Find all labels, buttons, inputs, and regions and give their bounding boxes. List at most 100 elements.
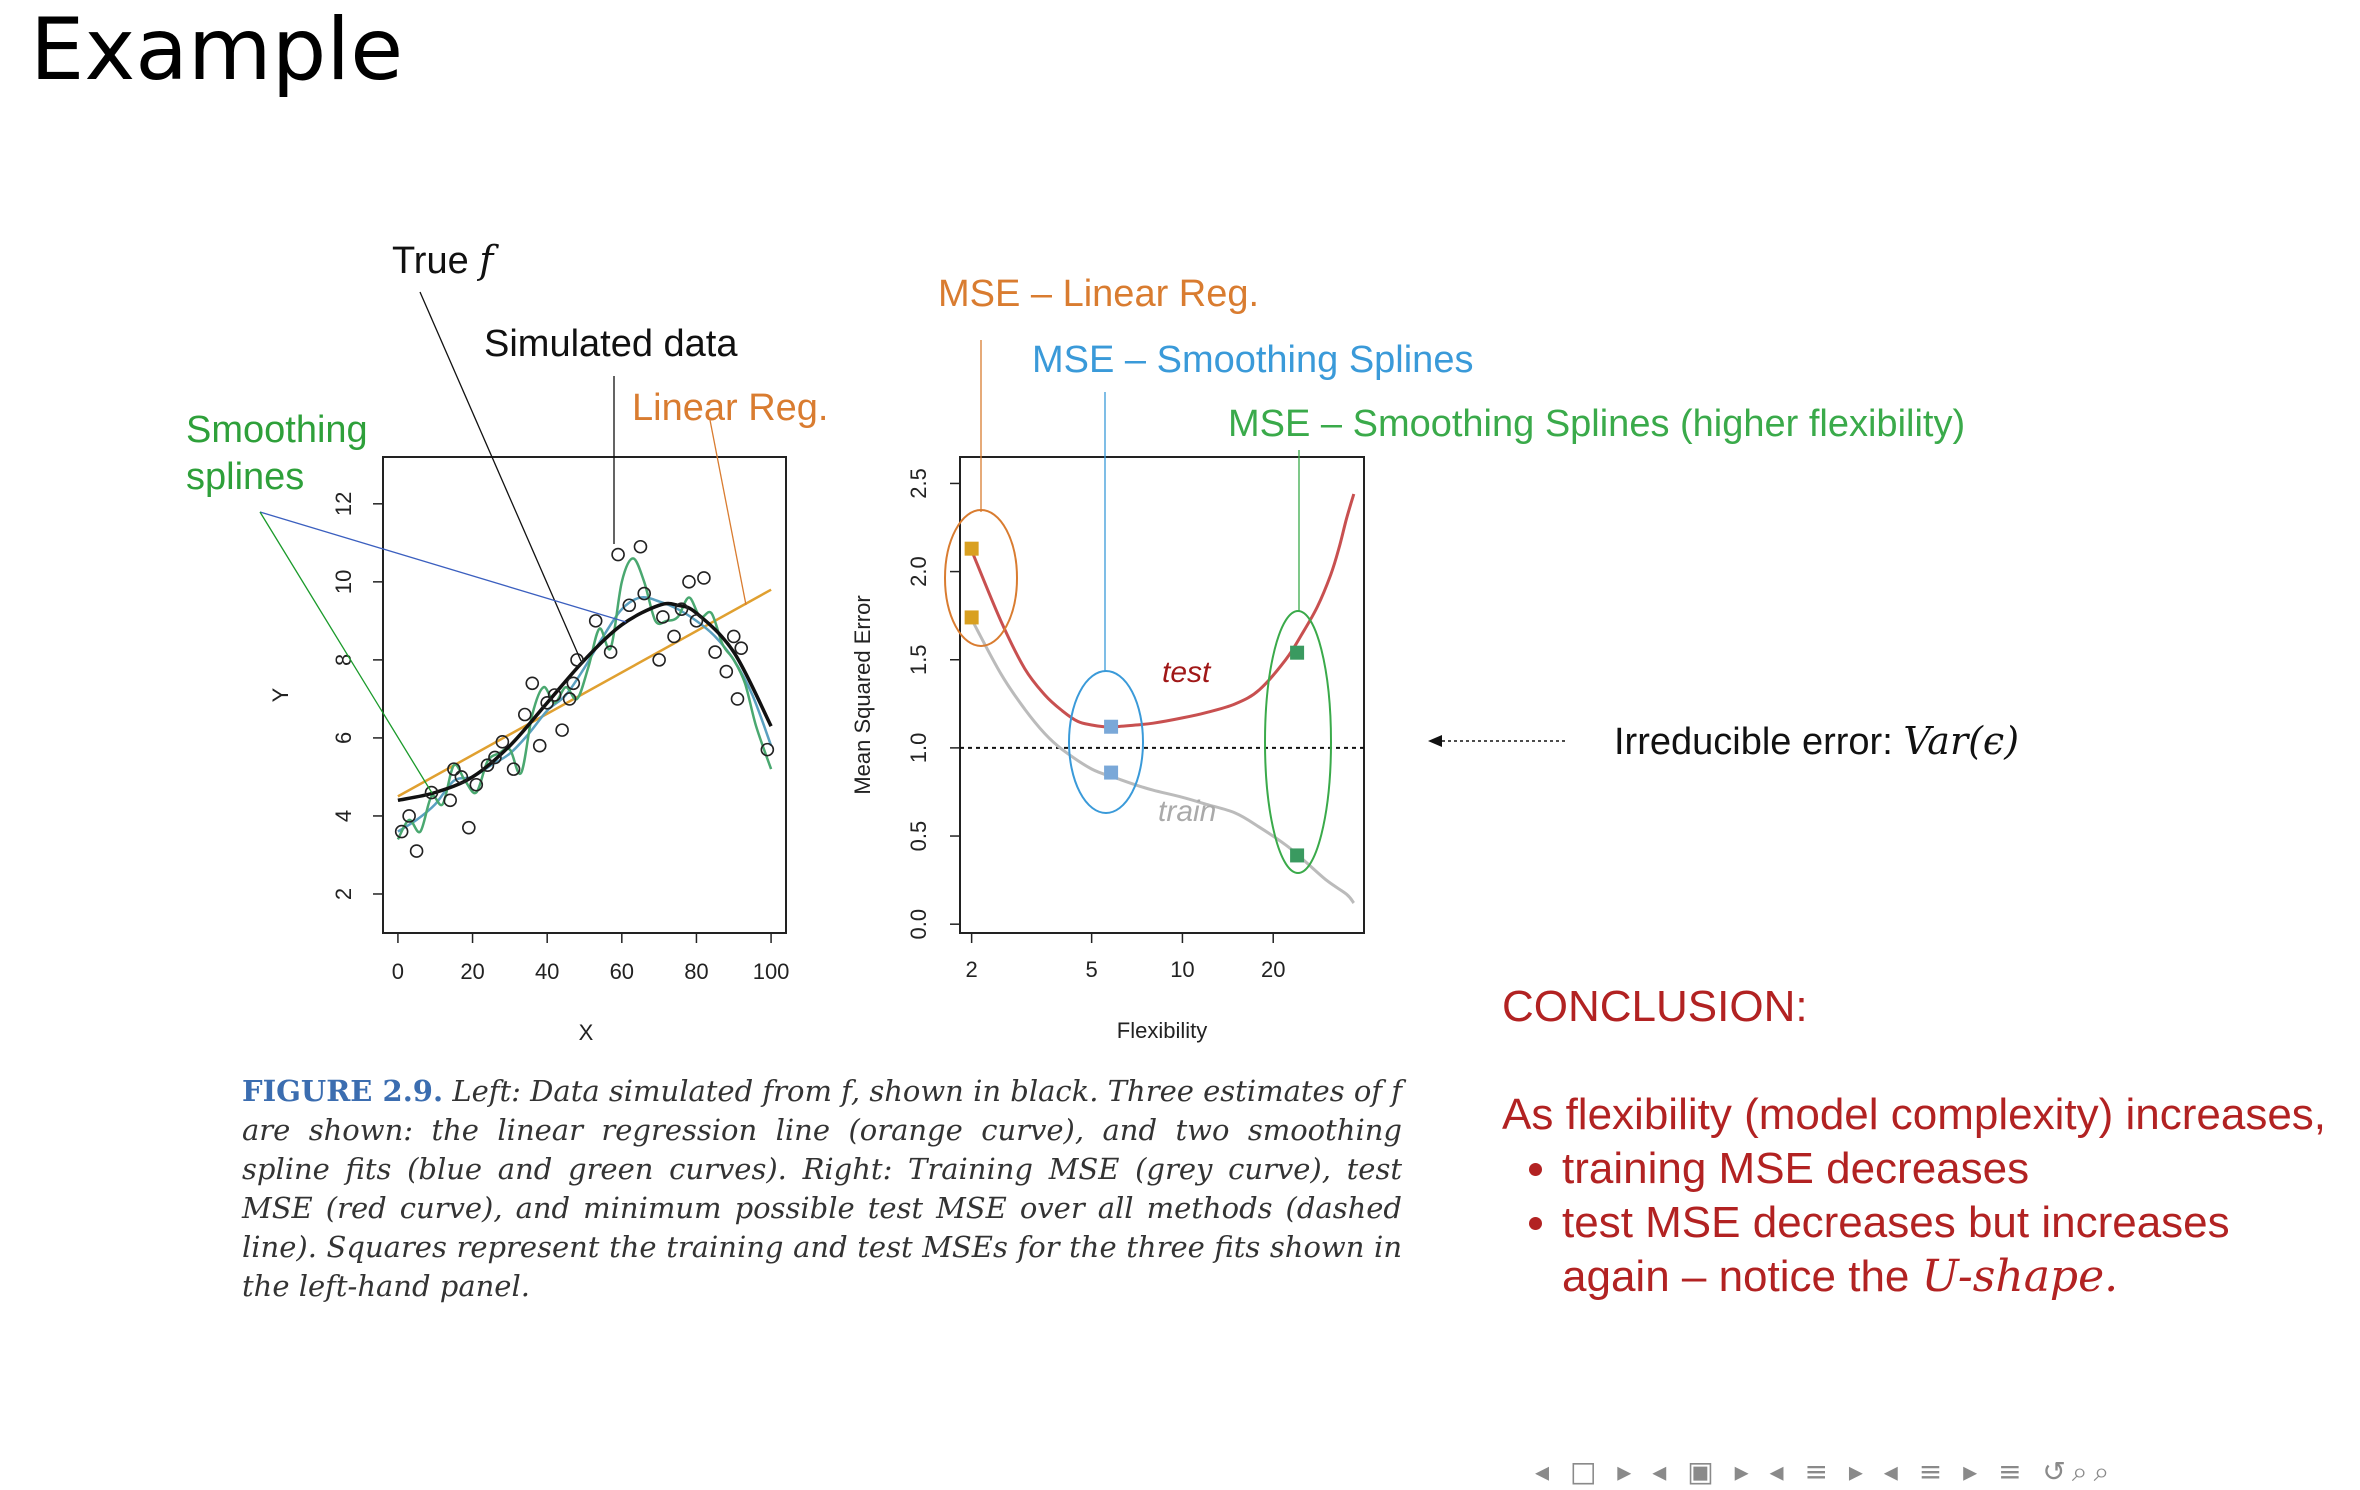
right-y-tick-label: 1.5 [906,644,931,675]
left-x-tick-label: 0 [392,959,404,984]
scatter-point [555,723,569,737]
left-x-tick-label: 40 [535,959,559,984]
scatter-point [454,770,469,784]
irreducible-error-label: Irreducible error: Var(ϵ) [1614,719,2019,763]
scatter-point [734,641,749,655]
left-x-ticks: 0 20 40 60 80 100 [392,933,789,984]
scatter-point [447,762,461,776]
mse-spline-label: MSE – Smoothing Splines [1032,339,1473,381]
mse-square [1290,645,1305,660]
train-curve-label: train [1158,795,1216,828]
left-y-tick-label: 4 [331,810,356,822]
scatter-point [682,575,696,589]
scatter-point [525,676,540,691]
scatter-point [726,629,741,644]
slide-title: Example [30,0,404,100]
figure-caption: FIGURE 2.9. Left: Data simulated from f,… [242,1072,1402,1306]
left-chart-panel: 0 20 40 60 80 100 2 4 6 8 10 12 X Y [268,456,789,1045]
left-y-tick-label: 2 [331,888,356,900]
scatter-point [588,614,603,628]
smoothing-splines-green-pointer [259,511,433,794]
mse-square [1104,765,1119,780]
right-x-tick-label: 2 [966,957,978,982]
right-chart-panel: 2 5 10 20 0.0 0.5 1.0 1.5 2.0 2.5 Flexibility Me… [850,456,1365,1043]
left-series-group [396,557,773,841]
mse-square [964,541,979,556]
scatter-point [480,758,495,773]
scatter-point [667,629,681,644]
scatter-point [495,735,510,749]
spline-high-ellipse [1264,610,1332,874]
left-series-2 [397,595,773,833]
right-plot-frame [959,456,1365,934]
left-x-tick-label: 20 [460,959,484,984]
scatter-point [566,676,581,691]
scatter-point [506,762,521,776]
left-y-axis-label: Y [268,687,293,702]
right-y-tick-label: 2.5 [906,468,931,499]
conclusion-bullet-1: training MSE decreases [1562,1142,2342,1196]
scatter-point [708,645,722,659]
scatter-point [532,738,547,753]
scatter-point [562,692,577,706]
figure-caption-text: Left: Data simulated from f, shown in bl… [242,1074,1402,1303]
right-squares-group [964,541,1305,863]
scatter-point [656,610,670,624]
smoothing-label-line1: Smoothing [186,409,368,451]
right-y-tick-label: 0.0 [906,909,931,940]
mse-spline-high-label: MSE – Smoothing Splines (higher flexibil… [1228,403,1965,445]
scatter-point [603,645,618,659]
conclusion-line1: As flexibility (model complexity) increa… [1502,1090,2327,1139]
spline-ellipse [1068,670,1144,814]
right-series-labels: test train [1158,656,1216,828]
mse-square [1104,719,1119,734]
left-x-tick-label: 60 [610,959,634,984]
mse-linear-label: MSE – Linear Reg. [938,273,1259,315]
irreducible-arrow-head [1428,735,1442,747]
scatter-point [570,653,584,667]
scatter-point [611,547,625,562]
u-shape-text: U-shape. [1921,1251,2119,1302]
scatter-point [409,844,424,858]
left-plot-frame [382,456,787,934]
right-x-tick-label: 20 [1261,957,1285,982]
scatter-point [697,571,711,585]
scatter-point [547,688,562,702]
left-y-tick-label: 10 [331,570,356,594]
scatter-point [633,539,648,554]
right-x-tick-label: 5 [1086,957,1098,982]
conclusion-bullets: training MSE decreases test MSE decrease… [1502,1142,2342,1304]
scatter-point [730,692,745,706]
mse-curve-train [970,618,1355,904]
scatter-point [462,820,476,835]
left-y-ticks: 2 4 6 8 10 12 [331,492,383,900]
beamer-navigation[interactable]: ◂ □ ▸ ◂ ▣ ▸ ◂ ≡ ▸ ◂ ≡ ▸ ≡ ↺⌕⌕ [1535,1455,2116,1488]
conclusion-block: CONCLUSION: As flexibility (model comple… [1502,980,2342,1304]
scatter-point [540,696,554,710]
left-series-3 [396,557,773,841]
mse-square [1290,848,1305,863]
true-f-label: True f [392,238,499,282]
left-series-0 [397,601,773,803]
scatter-point [517,707,532,722]
right-x-axis-label: Flexibility [1117,1018,1207,1043]
right-annotation-lines [944,340,1565,874]
scatter-point [424,785,439,800]
scatter-point [674,602,689,616]
right-y-tick-label: 2.0 [906,556,931,587]
scatter-point [488,750,502,765]
scatter-point [652,653,666,667]
scatter-point [689,614,704,628]
right-x-tick-label: 10 [1170,957,1194,982]
mse-curve-test [970,493,1356,729]
scatter-point [394,824,409,839]
conclusion-bullet-2: test MSE decreases but increases again –… [1562,1196,2342,1304]
left-x-tick-label: 80 [684,959,708,984]
linear-ellipse [944,509,1018,647]
right-y-tick-label: 1.0 [906,733,931,764]
conclusion-heading: CONCLUSION: [1502,982,1808,1031]
scatter-point [637,586,652,601]
scatter-point [622,598,637,613]
right-y-tick-label: 0.5 [906,821,931,852]
